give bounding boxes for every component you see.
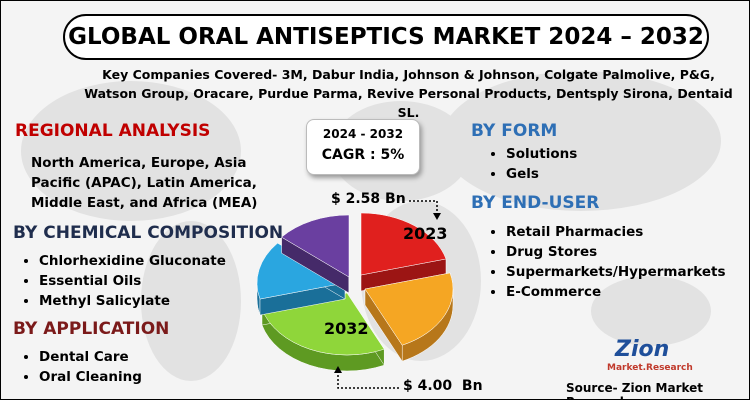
item: Retail Pharmacies — [506, 222, 726, 242]
item: Gels — [506, 164, 577, 184]
year-label: 2023 — [403, 224, 448, 243]
heading: REGIONAL ANALYSIS — [15, 121, 211, 141]
list: Solutions Gels — [486, 144, 577, 184]
source: Source- Zion Market Research — [566, 381, 704, 399]
item: Drug Stores — [506, 242, 726, 262]
pointer — [337, 371, 399, 389]
heading: BY CHEMICAL COMPOSITION — [13, 223, 284, 243]
item: Methyl Salicylate — [39, 291, 226, 311]
cagr-label: CAGR : 5% — [321, 147, 405, 163]
logo-tagline: Market.Research — [607, 363, 693, 373]
regional-text: North America, Europe, Asia Pacific (APA… — [31, 155, 258, 211]
heading: BY APPLICATION — [13, 319, 170, 339]
item: Solutions — [506, 144, 577, 164]
pie-slice — [281, 214, 350, 278]
list: Dental Care Oral Cleaning — [19, 347, 142, 387]
heading: BY END-USER — [471, 193, 600, 213]
year-label: 2032 — [324, 319, 369, 338]
value-label: $ 2.58 Bn — [331, 191, 406, 207]
title: GLOBAL ORAL ANTISEPTICS MARKET 2024 – 20… — [63, 14, 709, 60]
list: Retail Pharmacies Drug Stores Supermarke… — [486, 222, 726, 302]
item: E-Commerce — [506, 282, 726, 302]
value-label: $ 4.00 Bn — [403, 378, 483, 394]
cagr-period: 2024 - 2032 — [322, 127, 404, 141]
item: Oral Cleaning — [39, 367, 142, 387]
heading: BY FORM — [471, 121, 558, 141]
item: Chlorhexidine Gluconate — [39, 251, 226, 271]
list: Chlorhexidine Gluconate Essential Oils M… — [19, 251, 226, 311]
arrow — [433, 213, 441, 220]
item: Essential Oils — [39, 271, 226, 291]
logo-name: Zion — [615, 337, 670, 362]
item: Supermarkets/Hypermarkets — [506, 262, 726, 282]
cagr-box: 2024 - 2032 CAGR : 5% — [306, 119, 420, 175]
pie-slice — [256, 242, 346, 300]
arrow — [334, 366, 342, 373]
pointer — [409, 200, 438, 215]
companies: Key Companies Covered- 3M, Dabur India, … — [84, 67, 733, 120]
item: Dental Care — [39, 347, 142, 367]
pie-slice — [364, 272, 454, 346]
pie-slice — [360, 212, 447, 276]
